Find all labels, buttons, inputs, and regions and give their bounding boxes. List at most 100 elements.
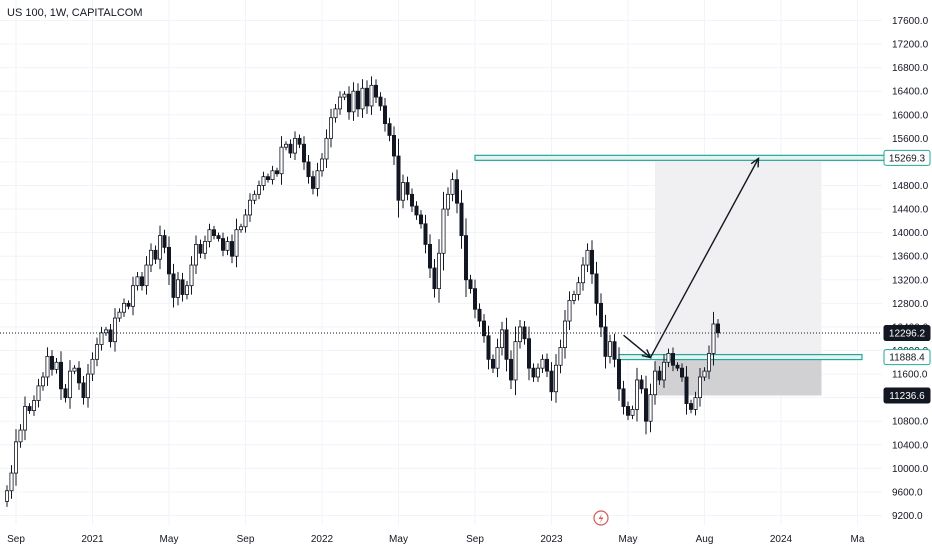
candle-body	[441, 208, 446, 254]
candle-body	[337, 96, 342, 110]
candle-body	[711, 323, 716, 354]
candle-body	[666, 353, 671, 363]
candle	[18, 424, 23, 448]
candle-body	[427, 244, 432, 269]
candle	[144, 256, 149, 295]
candle-body	[585, 249, 590, 266]
candle-body	[635, 379, 640, 410]
candle-body	[693, 397, 698, 410]
candle	[666, 348, 671, 368]
candle	[490, 354, 495, 374]
candle	[441, 191, 446, 271]
candle	[360, 79, 365, 118]
candle-body	[572, 294, 577, 301]
y-tick-label: 12800.0	[892, 299, 929, 310]
x-tick-label: 2021	[81, 534, 104, 545]
candle	[626, 401, 631, 421]
candle	[27, 403, 32, 414]
candle	[436, 239, 441, 303]
candle-body	[36, 385, 41, 401]
y-tick-label: 17200.0	[892, 40, 929, 51]
candle-body	[59, 361, 64, 390]
y-tick-label: 16800.0	[892, 63, 929, 74]
candle-body	[436, 252, 441, 290]
target-zone[interactable]	[655, 157, 822, 358]
price-labels: 15269.3 12296.2 11888.4 11236.6	[883, 149, 931, 404]
candle	[513, 326, 518, 396]
candle-body	[72, 367, 77, 372]
candle-body	[472, 288, 477, 310]
price-label: 15269.3	[883, 149, 931, 166]
candle-body	[373, 84, 378, 98]
y-tick-label: 9600.0	[892, 487, 923, 498]
candle-body	[490, 358, 495, 369]
candle	[382, 97, 387, 132]
candle-body	[225, 241, 230, 251]
candle	[225, 236, 230, 256]
arrow-head	[641, 349, 652, 359]
candle	[139, 271, 144, 291]
candle-body	[481, 320, 486, 337]
x-tick-label: May	[619, 534, 638, 545]
candle	[54, 358, 59, 374]
candle-body	[113, 317, 118, 343]
candle	[256, 180, 261, 200]
candle-body	[95, 344, 100, 360]
candle-body	[122, 302, 127, 313]
candle-body	[698, 376, 703, 399]
support-zone[interactable]	[618, 353, 863, 361]
y-tick-label: 10000.0	[892, 464, 929, 475]
candle-body	[504, 329, 509, 360]
y-tick-label: 14000.0	[892, 228, 929, 239]
candle-body	[41, 376, 46, 387]
candle-body	[207, 229, 212, 242]
candle-body	[333, 108, 338, 119]
candle	[540, 354, 545, 374]
candle	[554, 354, 559, 403]
candle	[5, 485, 10, 507]
candle-body	[77, 367, 82, 384]
y-tick-label: 15600.0	[892, 134, 929, 145]
candle-body	[468, 279, 473, 290]
candle	[265, 173, 270, 183]
stop-zone[interactable]	[655, 357, 822, 396]
candle	[495, 338, 500, 378]
candle	[148, 243, 153, 272]
candle-body	[409, 193, 414, 207]
lightning-icon[interactable]	[593, 510, 609, 526]
y-tick-label: 14800.0	[892, 181, 929, 192]
candle	[333, 104, 338, 123]
x-tick-label: 2022	[311, 534, 334, 545]
candle-body	[612, 341, 617, 360]
candle	[414, 201, 419, 220]
candle	[202, 235, 207, 260]
candle	[166, 236, 171, 285]
candle	[99, 326, 104, 351]
y-tick-label: 13200.0	[892, 275, 929, 286]
candle-body	[684, 376, 689, 404]
candle-body	[104, 329, 109, 334]
candle	[567, 291, 572, 331]
y-tick-label: 11600.0	[892, 370, 928, 381]
candle-body	[418, 214, 423, 225]
y-tick-label: 14400.0	[892, 205, 929, 216]
price-label-text: 15269.3	[889, 153, 926, 164]
candle-body	[279, 146, 284, 175]
candle-body	[193, 244, 198, 266]
candle-body	[617, 358, 622, 390]
candle	[153, 245, 158, 265]
candle	[572, 290, 577, 305]
candle-body	[378, 96, 383, 107]
candle-body	[162, 235, 167, 248]
candle	[689, 399, 694, 414]
candle	[113, 308, 118, 352]
candle	[328, 108, 333, 148]
candle-body	[5, 490, 10, 502]
candle-body	[252, 193, 257, 201]
candle	[234, 218, 239, 268]
candle-body	[558, 347, 563, 366]
resistance-zone[interactable]	[474, 154, 886, 161]
candle-body	[653, 370, 658, 396]
